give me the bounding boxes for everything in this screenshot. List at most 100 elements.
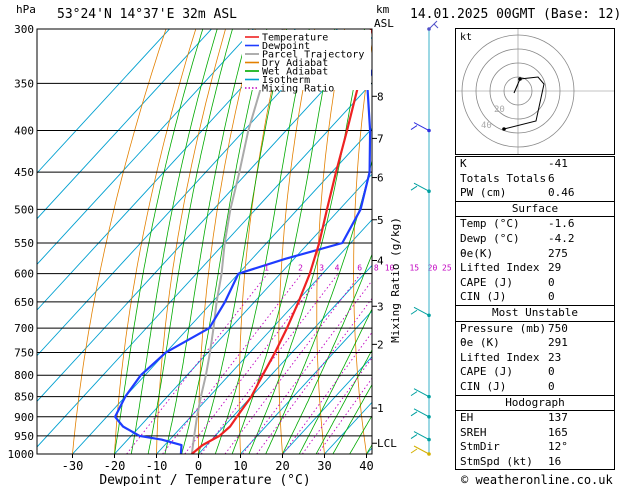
most-unstable-row: CAPE (J) 0	[456, 365, 614, 380]
km-tick-label: 6	[377, 172, 384, 185]
surface-value: 29	[548, 261, 562, 275]
most-unstable-row: Lifted Index 23	[456, 351, 614, 366]
km-tick-label: 3	[377, 300, 384, 313]
km-tick-label: 7	[377, 132, 384, 145]
wind-level-marker	[427, 313, 431, 318]
mixing-ratio-line	[256, 297, 372, 454]
temp-tick-label: 10	[233, 459, 247, 473]
temp-tick-label: 20	[275, 459, 289, 473]
pressure-tick-label: 450	[14, 166, 34, 179]
index-row: K -41	[456, 157, 614, 172]
surface-key: Dewp (°C)	[460, 231, 520, 245]
wind-barb	[428, 20, 439, 30]
surface-key: Lifted Index	[460, 261, 540, 275]
mixing-ratio-label: 4	[335, 264, 340, 273]
pressure-tick-label: 800	[14, 369, 34, 382]
hodograph-stat-row: StmDir 12°	[456, 440, 614, 455]
surface-key: CIN (J)	[460, 290, 507, 304]
wind-barb	[410, 182, 430, 192]
mixing-ratio-label: 1	[264, 264, 269, 273]
surface-row: θe(K) 275	[456, 247, 614, 262]
wind-barb	[410, 445, 430, 455]
temp-tick-label: 30	[317, 459, 331, 473]
dry-adiabat-line	[424, 29, 451, 454]
most-unstable-value: 23	[548, 350, 562, 364]
temp-tick-label: -10	[146, 459, 168, 473]
surface-row: CIN (J) 0	[456, 290, 614, 305]
km-label: km	[376, 3, 390, 16]
wind-barb	[410, 431, 430, 441]
index-row: PW (cm) 0.46	[456, 186, 614, 201]
parcel-trajectory-line	[190, 29, 284, 454]
temp-tick-label: -30	[62, 459, 84, 473]
hodograph-stat-row: EH 137	[456, 411, 614, 426]
km-tick-label: 2	[377, 338, 384, 351]
mixing-ratio-label: 2	[298, 264, 303, 273]
indices-block: K -41 Totals Totals 6 PW (cm) 0.46	[456, 157, 614, 202]
index-value: 0.46	[548, 186, 575, 200]
hodograph-title: Hodograph	[456, 396, 614, 412]
most-unstable-key: θe (K)	[460, 336, 500, 350]
hodograph-stat-key: SREH	[460, 425, 487, 439]
pressure-tick-label: 850	[14, 391, 34, 404]
hodograph-kt-label: kt	[460, 32, 472, 43]
hodograph-stat-value: 165	[548, 425, 568, 439]
pressure-tick-label: 1000	[8, 448, 35, 461]
mixing-ratio-label: 8	[374, 264, 379, 273]
surface-block: Surface Temp (°C) -1.6 Dewp (°C) -4.2 θe(K) 2…	[456, 202, 614, 306]
pressure-tick-label: 550	[14, 237, 34, 250]
wind-level-marker	[427, 394, 431, 399]
dewpoint-line	[114, 67, 372, 454]
hodograph-stats-block: Hodograph EH 137 SREH 165 StmDir 12° StmSpd (k…	[456, 396, 614, 470]
most-unstable-key: Pressure (mb)	[460, 321, 547, 335]
temp-tick-label: 0	[195, 459, 202, 473]
temp-tick-label: 40	[359, 459, 373, 473]
legend-label: Dewpoint	[262, 41, 310, 52]
pressure-tick-label: 900	[14, 411, 34, 424]
most-unstable-key: CIN (J)	[460, 379, 507, 393]
surface-title: Surface	[456, 202, 614, 218]
stats-panel: K -41 Totals Totals 6 PW (cm) 0.46 Surface Te…	[455, 156, 615, 471]
isotherm-line	[240, 310, 372, 454]
hpa-label: hPa	[16, 3, 36, 16]
pressure-tick-label: 500	[14, 203, 34, 216]
wet-adiabat-line	[315, 349, 372, 454]
mixing-ratio-label: 3	[319, 264, 324, 273]
surface-value: -1.6	[548, 217, 575, 231]
surface-key: θe(K)	[460, 246, 494, 260]
hodograph-stat-row: SREH 165	[456, 426, 614, 441]
legend-box	[242, 30, 371, 90]
wind-barb	[410, 306, 430, 316]
legend-label: Mixing Ratio	[262, 84, 334, 95]
pressure-tick-label: 600	[14, 268, 34, 281]
mixing-ratio-line	[224, 273, 362, 454]
mixing-ratio-label: 25	[442, 264, 452, 273]
wind-barb	[410, 388, 430, 398]
footer-credit: © weatheronline.co.uk	[461, 473, 613, 486]
mixing-ratio-label: 6	[357, 264, 362, 273]
hodograph-ring-label-20: 20	[494, 105, 505, 115]
km-tick-label: 5	[377, 214, 384, 227]
most-unstable-block: Most Unstable Pressure (mb) 750 θe (K) 291 L…	[456, 306, 614, 396]
hodograph-point	[502, 127, 506, 131]
asl-label: ASL	[374, 17, 394, 30]
hodograph-stat-key: StmSpd (kt)	[460, 454, 533, 468]
wet-adiabat-line	[332, 383, 372, 454]
surface-row: Temp (°C) -1.6	[456, 217, 614, 232]
km-tick-label: 1	[377, 402, 384, 415]
mixing-ratio-label: 10	[385, 264, 395, 273]
pressure-tick-label: 650	[14, 296, 34, 309]
surface-row: Lifted Index 29	[456, 261, 614, 276]
legend-label: Parcel Trajectory	[262, 50, 364, 61]
temp-tick-label: -20	[104, 459, 126, 473]
legend-label: Isotherm	[262, 75, 310, 86]
most-unstable-row: Pressure (mb) 750	[456, 322, 614, 337]
index-row: Totals Totals 6	[456, 172, 614, 187]
mixing-ratio-line	[301, 357, 372, 454]
isotherm-line	[37, 29, 171, 174]
x-axis-title: Dewpoint / Temperature (°C)	[99, 473, 310, 486]
pressure-tick-label: 400	[14, 125, 34, 138]
most-unstable-key: CAPE (J)	[460, 365, 513, 379]
index-value: -41	[548, 157, 568, 170]
